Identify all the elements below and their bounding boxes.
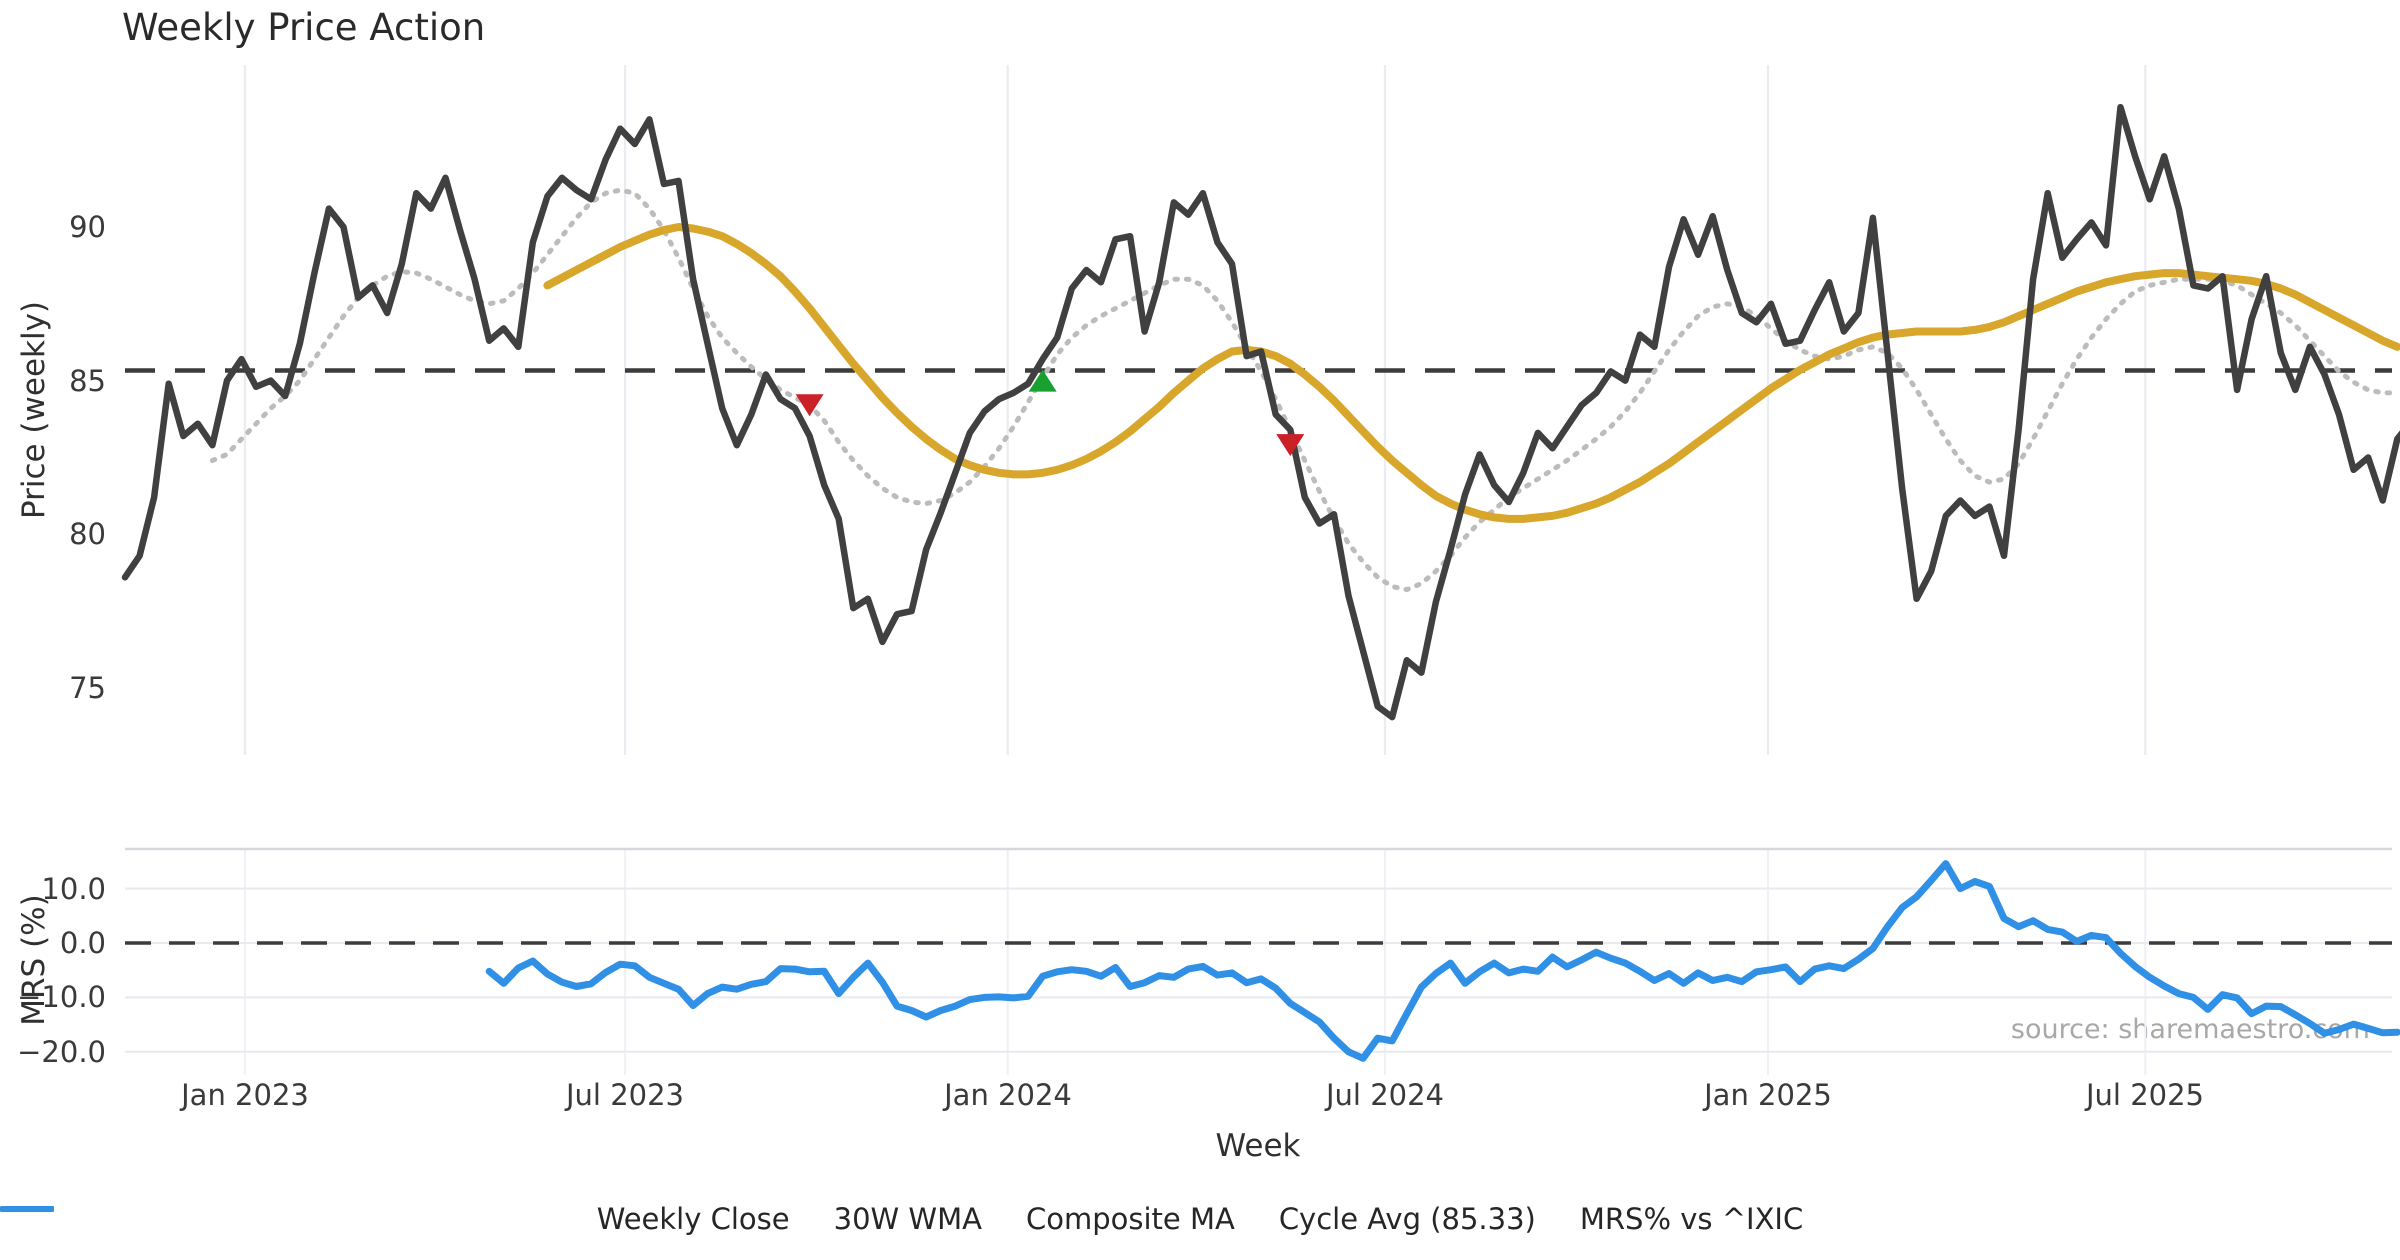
buy-marker-icon <box>1028 369 1057 392</box>
mrs-tick-label: 0.0 <box>59 926 106 960</box>
composite-ma-line <box>209 187 2400 593</box>
x-tick-label: Jan 2024 <box>944 1078 1072 1112</box>
legend-item: Cycle Avg (85.33) <box>2 1202 1536 1236</box>
legend-item-label: 30W WMA <box>833 1202 982 1236</box>
gridlines <box>125 65 2392 1075</box>
x-tick-label: Jan 2025 <box>1704 1078 1832 1112</box>
x-tick-label: Jul 2024 <box>1325 1078 1444 1112</box>
x-tick-label: Jan 2023 <box>181 1078 309 1112</box>
cycle-avg-lines <box>125 368 2392 945</box>
price-tick-label: 80 <box>69 517 106 551</box>
legend-item: 30W WMA <box>0 1202 982 1236</box>
x-tick-label: Jul 2023 <box>565 1078 684 1112</box>
legend-item: Weekly Close <box>0 1202 790 1236</box>
mrs-tick-label: 10.0 <box>41 872 106 906</box>
chart-title: Weekly Price Action <box>122 6 486 49</box>
legend-item: MRS% vs ^IXIC <box>0 1202 1804 1236</box>
weekly-close-line <box>121 103 2400 721</box>
price-tick-label: 75 <box>69 671 106 705</box>
wma-30w-line <box>543 223 2400 523</box>
x-tick-label: Jul 2025 <box>2085 1078 2204 1112</box>
mrs-tick-label: −20.0 <box>17 1035 106 1069</box>
legend-item-label: MRS% vs ^IXIC <box>1579 1202 1804 1236</box>
legend: Weekly Close 30W WMA Composite MA Cycle Avg… <box>0 1202 2400 1236</box>
signal-markers <box>795 369 1305 457</box>
price-tick-label: 90 <box>69 210 106 244</box>
legend-item-label: Weekly Close <box>596 1202 790 1236</box>
legend-swatch-solid <box>0 1206 54 1212</box>
sell-marker-icon <box>795 394 824 417</box>
mrs-line <box>485 860 2400 1062</box>
source-note: source: sharemaestro.com <box>2010 1014 2370 1045</box>
x-axis-label: Week <box>1215 1128 1301 1164</box>
price-tick-label: 85 <box>69 364 106 398</box>
mrs-tick-label: −10.0 <box>17 980 106 1014</box>
legend-item: Composite MA <box>0 1202 1235 1236</box>
legend-item-label: Cycle Avg (85.33) <box>1278 1202 1536 1236</box>
legend-item-label: Composite MA <box>1025 1202 1235 1236</box>
sell-marker-icon <box>1276 434 1305 457</box>
